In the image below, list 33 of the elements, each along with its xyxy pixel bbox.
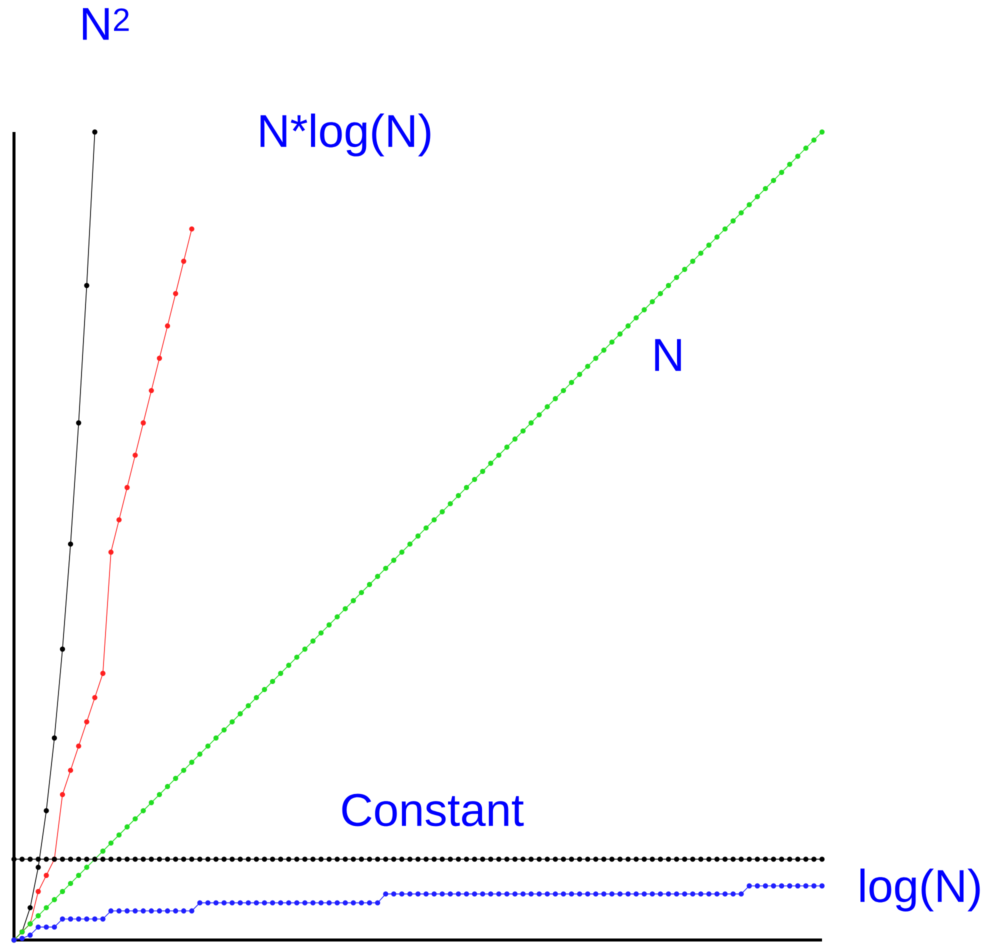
point <box>60 646 66 652</box>
point <box>124 484 130 490</box>
point <box>116 517 122 522</box>
point <box>36 888 41 894</box>
point <box>44 872 49 878</box>
point <box>60 792 66 798</box>
point <box>148 388 154 394</box>
text: N*log(N) <box>260 114 430 156</box>
point <box>36 864 41 870</box>
point <box>100 670 106 676</box>
point <box>52 735 57 741</box>
series-label: N$^{2}$ <box>82 8 129 40</box>
point <box>164 323 170 329</box>
point <box>84 282 90 288</box>
point <box>92 695 98 700</box>
point <box>76 743 82 749</box>
point <box>68 768 74 773</box>
series-label: N <box>655 339 681 371</box>
point <box>140 420 146 426</box>
point <box>76 420 82 426</box>
point <box>132 452 138 458</box>
point <box>108 550 114 555</box>
point <box>44 808 49 814</box>
series-label: log(N) <box>860 868 980 912</box>
point <box>92 129 98 135</box>
point <box>84 719 90 724</box>
point <box>28 905 33 910</box>
series-label: Constant <box>342 794 524 826</box>
point <box>189 226 194 232</box>
point <box>68 541 74 547</box>
point <box>156 356 162 361</box>
point <box>181 258 186 264</box>
point <box>173 290 178 296</box>
